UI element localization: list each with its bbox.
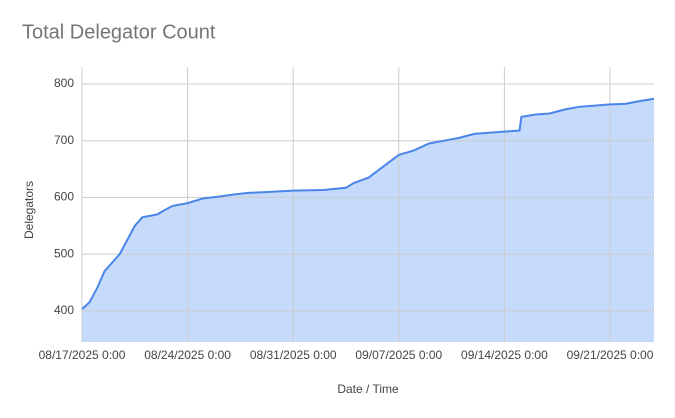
x-tick-label: 09/21/2025 0:00 (567, 348, 654, 362)
chart-title: Total Delegator Count (22, 21, 216, 43)
x-tick-label: 09/07/2025 0:00 (355, 348, 442, 362)
y-tick-label: 400 (54, 303, 74, 317)
x-axis-label: Date / Time (337, 382, 399, 396)
y-tick-label: 700 (54, 133, 74, 147)
y-tick-label: 500 (54, 246, 74, 260)
y-tick-label: 600 (54, 190, 74, 204)
x-tick-label: 09/14/2025 0:00 (461, 348, 548, 362)
x-tick-label: 08/31/2025 0:00 (250, 348, 337, 362)
x-tick-label: 08/24/2025 0:00 (144, 348, 231, 362)
x-tick-label: 08/17/2025 0:00 (39, 348, 126, 362)
area (82, 98, 654, 342)
y-tick-label: 800 (54, 76, 74, 90)
y-axis-label: Delegators (22, 181, 36, 239)
line (81, 97, 655, 310)
